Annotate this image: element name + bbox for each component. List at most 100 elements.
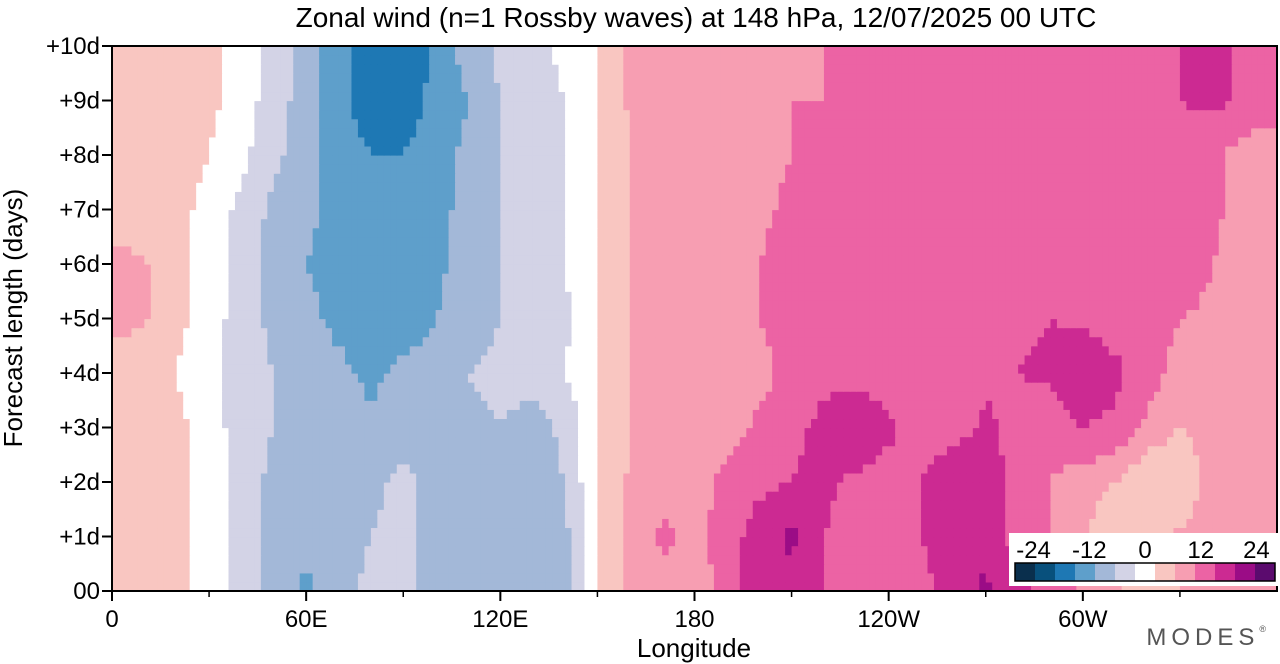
field-cell <box>1270 373 1277 383</box>
field-cell <box>493 554 501 565</box>
field-cell <box>1147 581 1155 591</box>
field-cell <box>849 354 857 365</box>
field-cell <box>286 409 294 420</box>
field-cell <box>442 545 450 556</box>
field-cell <box>571 527 579 538</box>
field-cell <box>183 354 191 365</box>
field-cell <box>649 500 657 510</box>
field-cell <box>1141 463 1149 474</box>
field-cell <box>1257 472 1265 483</box>
field-cell <box>1264 409 1272 420</box>
field-cell <box>312 345 320 356</box>
field-cell <box>966 563 974 574</box>
field-cell <box>558 472 566 483</box>
field-cell <box>306 563 314 574</box>
field-cell <box>565 354 573 365</box>
field-cell <box>1128 400 1136 410</box>
field-cell <box>972 509 980 519</box>
field-cell <box>455 518 463 529</box>
field-cell <box>985 436 993 447</box>
field-cell <box>448 454 456 465</box>
field-cell <box>590 345 599 356</box>
field-cell <box>655 554 663 565</box>
field-cell <box>662 427 670 438</box>
field-cell <box>234 454 243 465</box>
field-cell <box>112 391 120 401</box>
field-cell <box>908 409 916 420</box>
field-cell <box>726 563 734 574</box>
field-cell <box>992 427 1000 438</box>
field-cell <box>791 572 799 583</box>
field-cell <box>403 418 411 429</box>
field-cell <box>267 554 275 565</box>
field-cell <box>739 409 747 420</box>
field-cell <box>1018 345 1026 356</box>
field-cell <box>338 500 346 510</box>
field-cell <box>409 336 417 347</box>
field-cell <box>862 536 870 547</box>
field-cell <box>448 409 456 420</box>
field-cell <box>370 509 378 519</box>
field-cell <box>526 345 534 356</box>
field-cell <box>1069 527 1077 538</box>
field-cell <box>1257 509 1265 519</box>
field-cell <box>209 500 217 510</box>
field-cell <box>170 527 178 538</box>
field-cell <box>196 463 204 474</box>
field-cell <box>908 482 916 492</box>
field-cell <box>726 445 734 456</box>
field-cell <box>137 472 145 483</box>
field-cell <box>726 482 734 492</box>
field-cell <box>921 436 929 447</box>
field-cell <box>927 454 935 465</box>
field-cell <box>131 363 139 374</box>
field-cell <box>1173 527 1181 538</box>
field-cell <box>1082 472 1090 483</box>
field-cell <box>526 500 534 510</box>
field-cell <box>493 491 501 501</box>
field-cell <box>772 527 780 538</box>
field-cell <box>597 491 605 501</box>
field-cell <box>455 427 463 438</box>
field-cell <box>345 500 353 510</box>
field-cell <box>332 500 340 510</box>
field-cell <box>811 545 819 556</box>
field-cell <box>959 472 967 483</box>
field-cell <box>1179 509 1187 519</box>
field-cell <box>247 581 255 591</box>
field-cell <box>908 500 916 510</box>
field-cell <box>500 418 508 429</box>
field-cell <box>144 554 152 565</box>
field-cell <box>739 354 747 365</box>
field-cell <box>1024 454 1032 465</box>
field-cell <box>131 545 139 556</box>
field-cell <box>785 500 793 510</box>
field-cell <box>247 527 255 538</box>
field-cell <box>312 482 320 492</box>
field-cell <box>681 545 689 556</box>
field-cell <box>1257 363 1265 374</box>
field-cell <box>862 345 870 356</box>
field-cell <box>455 382 463 392</box>
field-cell <box>429 391 437 401</box>
field-cell <box>772 418 780 429</box>
field-cell <box>338 336 346 347</box>
field-cell <box>1069 400 1077 410</box>
field-cell <box>183 445 191 456</box>
field-cell <box>1056 445 1065 456</box>
field-cell <box>830 363 838 374</box>
field-cell <box>888 345 896 356</box>
field-cell <box>933 445 942 456</box>
field-cell <box>247 572 255 583</box>
field-cell <box>895 427 903 438</box>
field-cell <box>772 472 780 483</box>
field-cell <box>1031 472 1039 483</box>
field-cell <box>836 345 844 356</box>
field-cell <box>1225 500 1233 510</box>
field-cell <box>1166 409 1175 420</box>
field-cell <box>914 572 922 583</box>
field-cell <box>345 400 353 410</box>
field-cell <box>545 491 553 501</box>
field-cell <box>1218 409 1226 420</box>
field-cell <box>403 354 411 365</box>
